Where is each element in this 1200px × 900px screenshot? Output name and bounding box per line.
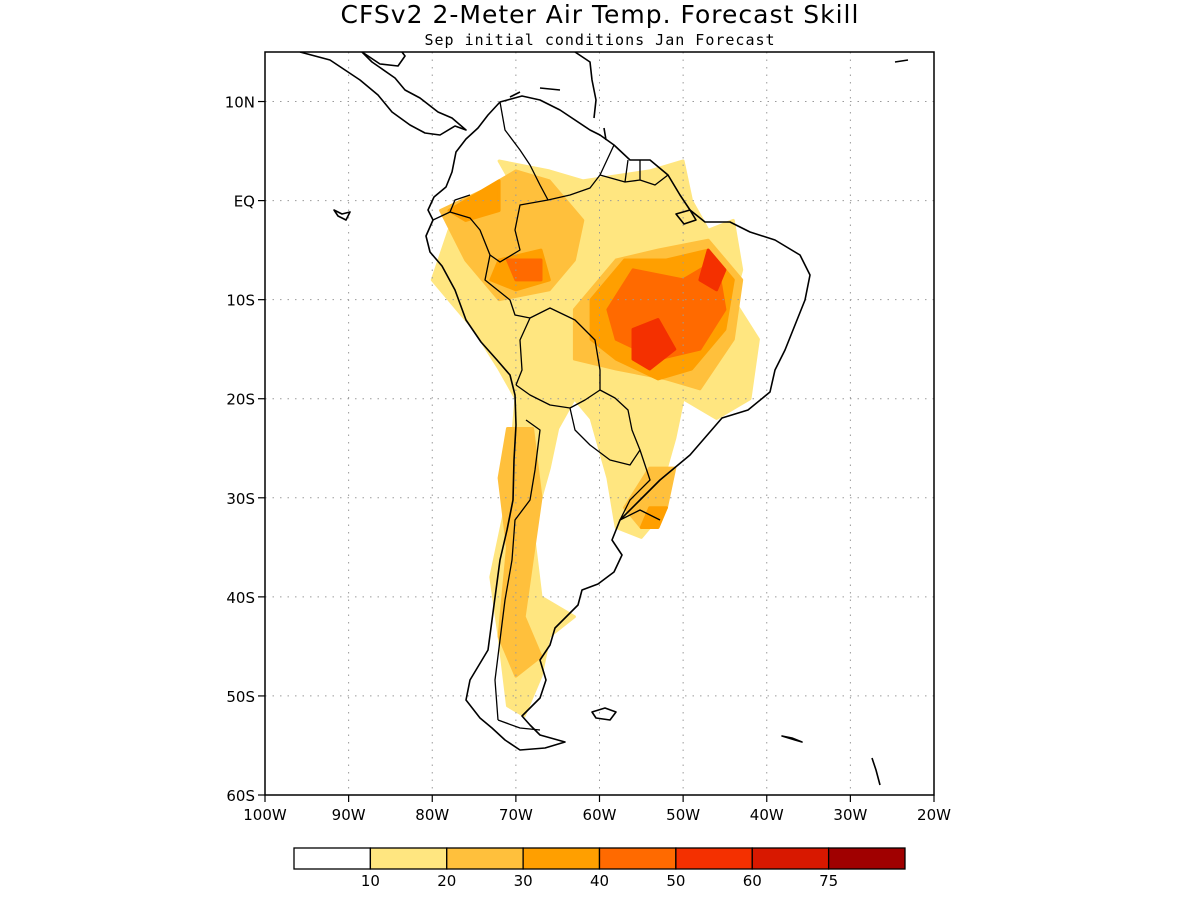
colorbar-bin <box>522 847 601 870</box>
border-peru-bolivia <box>515 317 531 386</box>
border-colombia-venezuela <box>499 101 549 201</box>
lat-tick-label: 20S <box>226 391 255 409</box>
colorbar-label: 30 <box>514 872 533 890</box>
colorbar-bin <box>675 847 753 870</box>
country-borders <box>432 101 669 731</box>
south-georgia-island <box>781 735 803 743</box>
coastline-outlines <box>299 52 909 786</box>
skill-region-12 <box>698 248 727 292</box>
colorbar-bin <box>598 847 677 870</box>
border-bolivia-brazil <box>529 307 601 390</box>
chart-subtitle: Sep initial conditions Jan Forecast <box>424 31 775 49</box>
chart-title: CFSv2 2-Meter Air Temp. Forecast Skill <box>341 0 860 29</box>
border-paraguay <box>569 389 641 466</box>
map-axes: 100W 90W 80W 70W 60W 50W 40W 30W 20W 10N EQ 10S 20S 3… <box>225 94 951 824</box>
border-chile-argentina <box>494 419 541 721</box>
lat-tick-label: EQ <box>234 193 255 211</box>
lon-tick-label: 80W <box>415 806 449 824</box>
lon-tick-label: 60W <box>583 806 617 824</box>
border-guianas <box>599 159 669 186</box>
lat-tick-label: 40S <box>226 589 255 607</box>
lon-tick-label: 90W <box>332 806 366 824</box>
lon-tick-label: 40W <box>750 806 784 824</box>
map-area <box>265 52 934 795</box>
border-venezuela-brazil <box>547 144 615 201</box>
colorbar-bin <box>369 847 448 870</box>
lon-tick-label: 50W <box>666 806 700 824</box>
galapagos-islands <box>333 209 351 221</box>
skill-shading <box>430 159 760 718</box>
sandwich-islands <box>871 757 881 786</box>
border-uruguay-brazil <box>619 449 661 521</box>
lat-tick-label: 10N <box>225 94 255 112</box>
colorbar-label: 60 <box>743 872 762 890</box>
yucatan-coastline <box>361 52 406 67</box>
lon-tick-label: 70W <box>499 806 533 824</box>
lat-tick-label: 50S <box>226 688 255 706</box>
skill-region-3 <box>497 427 543 678</box>
lon-tick-label: 100W <box>243 806 287 824</box>
colorbar-label: 75 <box>819 872 838 890</box>
lat-tick-label: 30S <box>226 490 255 508</box>
central-america-coastline <box>299 52 467 136</box>
border-colombia-brazil <box>489 199 549 263</box>
colorbar-label: 50 <box>666 872 685 890</box>
lon-tick-label: 20W <box>917 806 951 824</box>
caribbean-islands <box>509 52 909 141</box>
border-peru-brazil <box>484 254 531 319</box>
colorbar-label: 20 <box>437 872 456 890</box>
border-ecuador <box>432 194 491 256</box>
border-bolivia-paraguay <box>515 384 601 409</box>
border-tierra-del-fuego <box>497 719 541 731</box>
south-america-coastline <box>425 95 811 751</box>
falkland-islands <box>591 707 617 721</box>
colorbar-bin <box>293 847 372 870</box>
colorbar-bin <box>751 847 830 870</box>
skill-region-5 <box>447 179 501 222</box>
colorbar-bin <box>827 847 906 870</box>
skill-region-10 <box>506 258 543 282</box>
colorbar-legend: 10 20 30 40 50 60 75 <box>293 847 906 890</box>
marajo-island <box>675 209 697 225</box>
colorbar-bin <box>446 847 524 870</box>
skill-region-11 <box>631 318 677 371</box>
lat-tick-label: 60S <box>226 787 255 805</box>
colorbar-label: 10 <box>361 872 380 890</box>
lat-tick-label: 10S <box>226 292 255 310</box>
lon-tick-label: 30W <box>833 806 867 824</box>
colorbar-label: 40 <box>590 872 609 890</box>
